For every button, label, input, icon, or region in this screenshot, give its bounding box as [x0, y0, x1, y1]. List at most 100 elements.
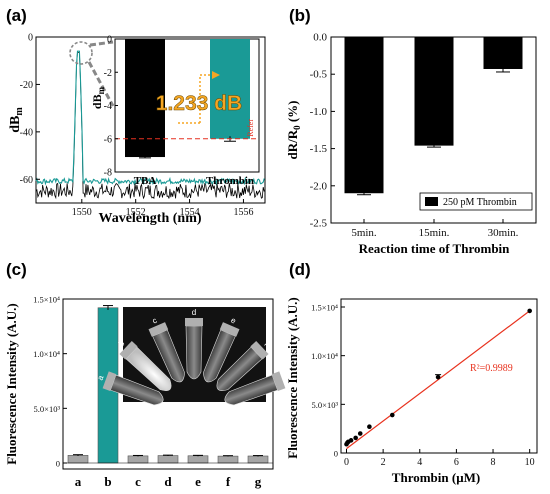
tube-cap: [250, 340, 269, 360]
tube-e: e: [203, 316, 240, 383]
tube-d: d: [185, 308, 203, 380]
bar-30min: [483, 37, 523, 69]
tube-f: f: [216, 340, 271, 391]
panel-b-xticks: 5min. 15min. 30min.: [351, 219, 519, 239]
panel-d-ytick-label: 1.5×10⁴: [311, 303, 338, 313]
panel-d-xlabel: Thrombin (μM): [392, 470, 480, 485]
tube-cap: [102, 371, 117, 392]
inset-ytick-label: 0: [107, 35, 112, 46]
tube-label: c: [151, 316, 158, 326]
panel-a-inset: Refer -8 -6 -4 -2 0 TBA Thrombin dBm 1.233 dB: [90, 35, 260, 187]
panel-a-xtick-label: 1552: [126, 207, 146, 218]
bar-g: [247, 455, 269, 464]
inset-annotation: 1.233 dB: [156, 71, 242, 124]
tube-label: g: [283, 374, 293, 381]
panel-c-ytick-label: 1.5×10⁴: [33, 295, 60, 305]
panel-c-xtick-label: b: [104, 474, 111, 489]
inset-ytick-label: -2: [104, 68, 112, 79]
inset-ytick-label: -6: [104, 134, 112, 145]
inset-bars: Refer: [115, 39, 259, 159]
fit-line: [346, 310, 531, 450]
panel-d-xtick-label: 10: [525, 457, 535, 468]
panel-d-ytick-label: 1.0×10⁴: [311, 351, 338, 361]
panel-a-xlabel: Wavelength (nm): [98, 211, 201, 226]
tube-label: e: [230, 316, 238, 326]
panel-c-xtick-label: c: [135, 474, 141, 489]
annotation-arrowhead: [212, 71, 220, 79]
panel-d-xtick-label: 8: [491, 457, 496, 468]
inset-xtick-label: Thrombin: [206, 175, 254, 187]
panel-c-chart: 0 5.0×10³ 1.0×10⁴ 1.5×10⁴ a b c d e f g Fluoresce…: [4, 295, 293, 490]
inset-bar-tba: [125, 39, 165, 158]
legend-label: 250 pM Thrombin: [443, 197, 517, 208]
panel-b-chart: -2.5 -2.0 -1.5 -1.0 -0.5 0.0 5min. 15min. 30min…: [285, 32, 537, 256]
inset-bar-thrombin: [210, 39, 250, 139]
panel-c-xtick-label: e: [195, 474, 201, 489]
panel-d-chart: 0 5.0×10³ 1.0×10⁴ 1.5×10⁴ 0 2 4 6 8 10 Thrombin …: [285, 297, 538, 485]
tube-body: [152, 329, 185, 383]
inset-xticks: TBA Thrombin: [134, 175, 254, 187]
bar-15min: [414, 37, 454, 146]
panel-b-ylabel: dR/R0 (%): [285, 100, 302, 159]
data-point: [367, 424, 372, 430]
bar-c: [127, 455, 149, 464]
panel-a-ylabel-sub: m: [14, 107, 25, 116]
data-point: [353, 435, 358, 441]
panel-a-xtick-label: 1554: [180, 207, 200, 218]
data-point: [357, 431, 363, 436]
panel-b-legend: 250 pM Thrombin: [419, 192, 533, 211]
panel-b-ylabel-main: dR/R: [285, 129, 300, 159]
fit-r2-label: R²=0.9989: [470, 363, 513, 374]
zoom-connector-top: [89, 40, 114, 47]
panel-d-xticks: 0 2 4 6 8 10: [344, 449, 535, 468]
inset-ylabel: dBm: [90, 86, 106, 109]
panel-c-yticks: 0 5.0×10³ 1.0×10⁴ 1.5×10⁴: [33, 295, 67, 469]
panel-d-ytick-label: 5.0×10³: [312, 400, 339, 410]
tube-photo: a b c d e f g: [96, 307, 293, 406]
inset-ytick-label: -4: [104, 101, 112, 112]
bar-f: [217, 455, 239, 464]
panel-a-ytick-label: -60: [20, 175, 33, 186]
panel-c-xtick-label: a: [75, 474, 82, 489]
panel-b-ytick-label: -1.5: [310, 143, 328, 155]
panel-d-plot: [344, 308, 532, 450]
panel-a-ylabel-main: dB: [8, 116, 23, 133]
panel-b-xlabel: Reaction time of Thrombin: [359, 241, 511, 256]
tube-body: [216, 346, 263, 391]
panel-c-xtick-label: f: [226, 474, 231, 489]
tube-c: c: [148, 316, 185, 383]
tube-body: [110, 374, 164, 406]
tube-cap: [119, 340, 138, 360]
tube-a: a: [96, 371, 164, 406]
panel-b-ytick-label: -0.5: [310, 69, 328, 81]
panel-d-xtick-label: 4: [417, 457, 422, 468]
tube-label: d: [192, 308, 196, 317]
tube-cap: [185, 318, 203, 326]
panel-b-xtick-label: 5min.: [351, 227, 377, 239]
bar-5min: [344, 37, 384, 194]
panel-a-traces: [35, 50, 265, 200]
tube-cap: [271, 371, 286, 392]
panel-d-label: (d): [289, 260, 311, 279]
panel-d-ylabel: Fluorescence Intensity (A.U.): [285, 297, 300, 459]
panel-b-ytick-label: 0.0: [313, 32, 327, 44]
peak-zoom-circle: [69, 41, 93, 65]
panel-c-xticks: a b c d e f g: [75, 474, 262, 489]
panel-c-label: (c): [6, 260, 27, 279]
panel-b-xtick-label: 15min.: [419, 227, 450, 239]
panel-b-bars: [344, 37, 523, 196]
panel-c-xtick-label: g: [255, 474, 262, 489]
inset-ylabel-main: dB: [90, 94, 104, 109]
panel-d-yticks: 0 5.0×10³ 1.0×10⁴ 1.5×10⁴: [311, 303, 345, 459]
panel-a-ytick-label: -20: [20, 80, 33, 91]
panel-a-ylabel: dBm: [8, 107, 25, 133]
panel-a-chart: 1550 1552 1554 1556 -60-40-200 Wavelength (…: [8, 33, 266, 226]
bar-a: [67, 455, 89, 464]
panel-b-ytick-label: -2.0: [310, 180, 328, 192]
tube-label: f: [262, 340, 271, 348]
annotation-label: 1.233 dB: [156, 92, 242, 115]
panel-b-xtick-label: 30min.: [488, 227, 519, 239]
inset-ytick-label: -8: [104, 168, 112, 179]
tube-body: [125, 346, 172, 391]
